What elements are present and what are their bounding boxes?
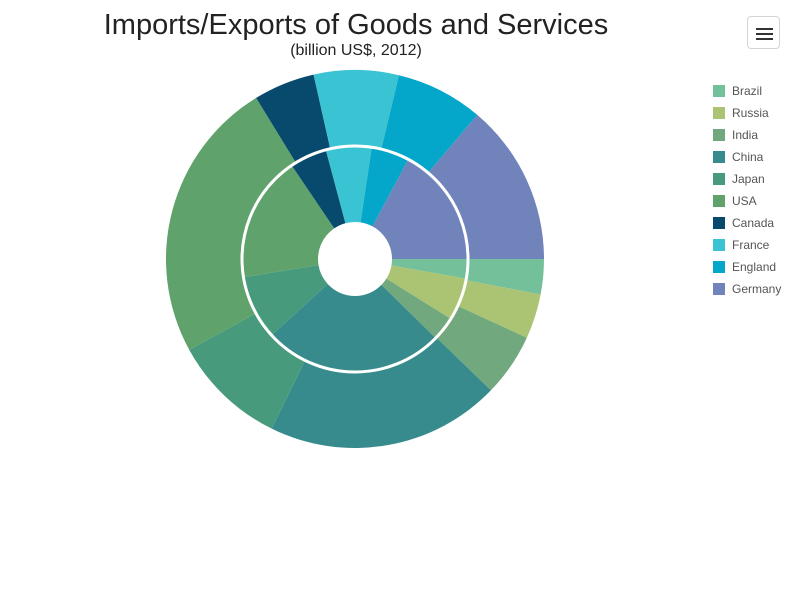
chart-menu-button[interactable] <box>747 16 780 49</box>
outer-slice-usa[interactable] <box>165 97 296 350</box>
legend-label: Russia <box>732 106 769 120</box>
inner-ring <box>242 145 468 373</box>
legend-item-canada[interactable]: Canada <box>713 212 781 234</box>
legend-swatch <box>713 129 725 141</box>
outer-slice-canada[interactable] <box>256 74 331 163</box>
inner-slice-canada[interactable] <box>291 149 346 229</box>
inner-slice-brazil[interactable] <box>391 259 468 279</box>
donut-chart <box>165 69 544 448</box>
legend-swatch <box>713 239 725 251</box>
legend-swatch <box>713 151 725 163</box>
legend-label: Brazil <box>732 84 763 98</box>
outer-slice-india[interactable] <box>436 306 527 391</box>
legend-swatch <box>713 217 725 229</box>
outer-slice-england[interactable] <box>381 75 478 173</box>
legend-swatch <box>713 195 725 207</box>
outer-slice-china[interactable] <box>271 337 491 448</box>
legend-item-england[interactable]: England <box>713 256 781 278</box>
legend-label: China <box>732 150 764 164</box>
chart-title: Imports/Exports of Goods and Services <box>103 9 609 41</box>
legend-label: India <box>732 128 759 142</box>
legend-item-germany[interactable]: Germany <box>713 278 781 300</box>
chart-subtitle: (billion US$, 2012) <box>290 42 422 59</box>
legend-item-usa[interactable]: USA <box>713 190 781 212</box>
outer-slice-japan[interactable] <box>189 313 306 429</box>
legend-item-france[interactable]: France <box>713 234 781 256</box>
inner-slice-germany[interactable] <box>372 159 468 259</box>
legend-label: USA <box>732 194 757 208</box>
legend: Brazil Russia India China Japan USA Canada Fran… <box>713 80 781 300</box>
outer-slice-germany[interactable] <box>428 114 544 259</box>
legend-swatch <box>713 107 725 119</box>
legend-label: Germany <box>732 282 782 296</box>
outer-ring <box>165 69 544 448</box>
inner-slice-india[interactable] <box>381 278 451 339</box>
legend-item-russia[interactable]: Russia <box>713 102 781 124</box>
inner-slice-england[interactable] <box>360 147 409 227</box>
legend-label: England <box>732 260 777 274</box>
legend-label: Canada <box>732 216 775 230</box>
outer-slice-france[interactable] <box>313 69 399 150</box>
inner-slice-usa[interactable] <box>242 165 335 278</box>
inner-slice-russia[interactable] <box>386 265 467 319</box>
outer-slice-russia[interactable] <box>457 280 541 338</box>
legend-item-india[interactable]: India <box>713 124 781 146</box>
inner-slice-japan[interactable] <box>243 264 328 336</box>
legend-label: Japan <box>732 172 765 186</box>
legend-item-japan[interactable]: Japan <box>713 168 781 190</box>
legend-label: France <box>732 238 770 252</box>
ring-separator <box>240 144 470 374</box>
legend-swatch <box>713 173 725 185</box>
legend-item-china[interactable]: China <box>713 146 781 168</box>
legend-item-brazil[interactable]: Brazil <box>713 80 781 102</box>
legend-swatch <box>713 283 725 295</box>
legend-swatch <box>713 85 725 97</box>
inner-slice-france[interactable] <box>325 145 372 224</box>
inner-slice-china[interactable] <box>271 283 436 373</box>
legend-swatch <box>713 261 725 273</box>
outer-slice-brazil[interactable] <box>465 259 544 295</box>
